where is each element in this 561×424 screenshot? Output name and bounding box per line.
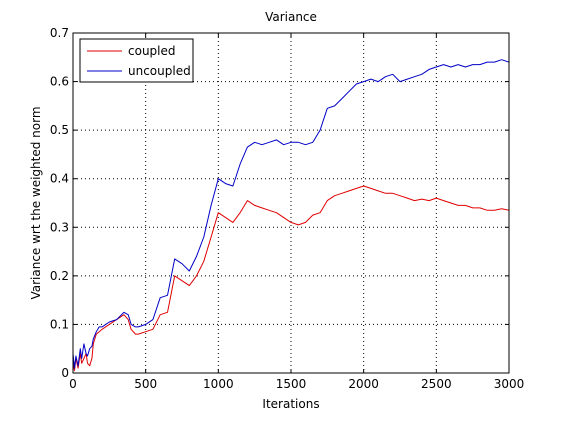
series-line-uncoupled	[72, 59, 510, 369]
series-lines	[72, 59, 510, 372]
y-tick-label: 0.2	[50, 269, 69, 283]
x-tick-label: 1500	[276, 377, 307, 391]
y-tick-label: 0.1	[50, 317, 69, 331]
x-tick-labels: 0 500 1000 1500 2000 2500 3000	[69, 377, 524, 391]
x-tick-label: 2500	[421, 377, 452, 391]
x-tick-label: 0	[69, 377, 77, 391]
legend-label-coupled: coupled	[128, 44, 176, 58]
x-tick-label: 2000	[348, 377, 379, 391]
series-line-coupled	[72, 185, 510, 372]
y-tick-label: 0.5	[50, 123, 69, 137]
y-tick-labels: 0 0.1 0.2 0.3 0.4 0.5 0.6 0.7	[50, 26, 69, 380]
y-tick-label: 0.4	[50, 172, 69, 186]
ticks	[72, 32, 510, 374]
y-tick-label: 0	[61, 366, 69, 380]
legend-box	[79, 38, 194, 83]
y-tick-label: 0.7	[50, 26, 69, 40]
x-tick-label: 500	[134, 377, 157, 391]
x-axis-label: Iterations	[262, 397, 319, 411]
y-tick-label: 0.3	[50, 220, 69, 234]
x-tick-label: 1000	[203, 377, 234, 391]
y-axis-label: Variance wrt the weighted norm	[29, 106, 43, 299]
legend: coupled uncoupled	[79, 38, 194, 83]
legend-label-uncoupled: uncoupled	[128, 64, 191, 78]
x-tick-label: 3000	[494, 377, 525, 391]
chart-title: Variance	[265, 10, 317, 24]
y-tick-label: 0.6	[50, 75, 69, 89]
